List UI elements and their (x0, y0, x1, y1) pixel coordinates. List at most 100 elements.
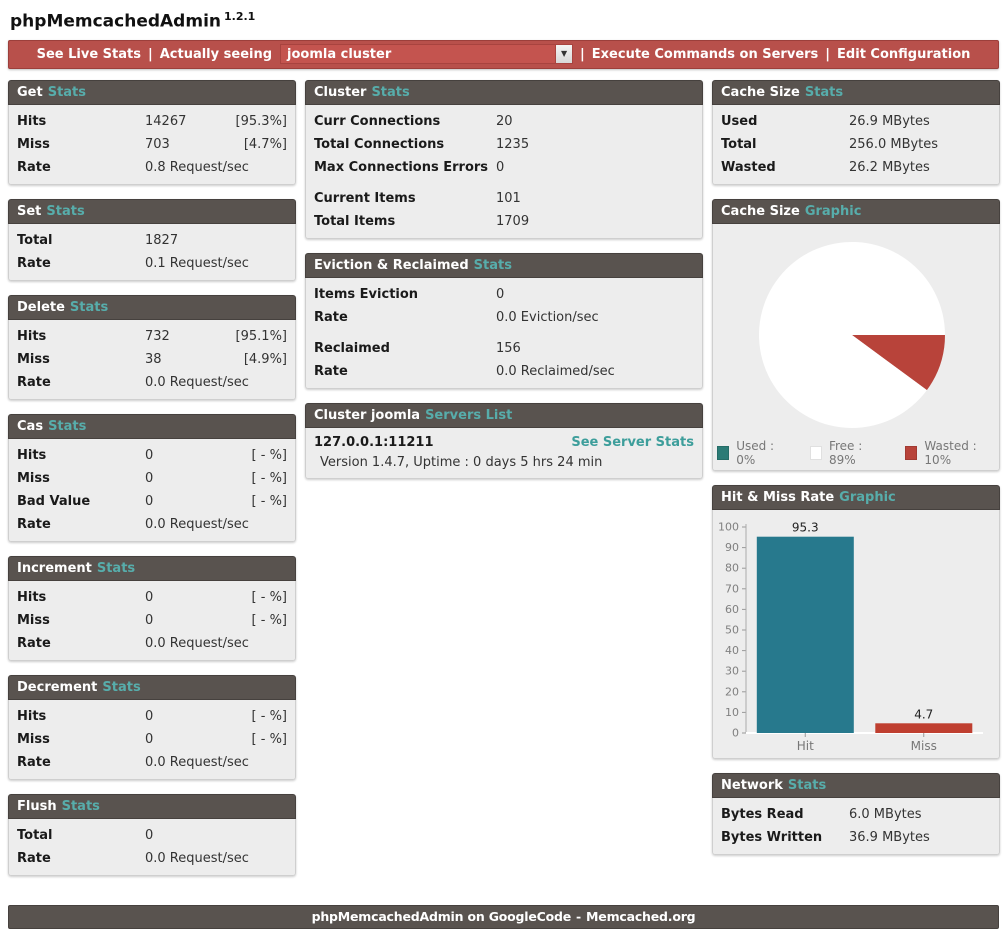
stat-label: Current Items (314, 190, 416, 206)
middle-column: Cluster Stats Curr Connections 20 Total Con… (305, 79, 703, 493)
panel-subtitle: Stats (473, 257, 512, 273)
stat-label: Rate (17, 255, 51, 271)
stat-value: 0 (145, 612, 154, 628)
stat-label: Wasted (721, 159, 776, 175)
panel-subtitle: Stats (371, 84, 410, 100)
stat-value: 1235 (496, 136, 530, 152)
stat-value: 0.0 Request/sec (145, 754, 249, 770)
server-address: 127.0.0.1:11211 (314, 434, 434, 450)
panel-header: Decrement Stats (8, 674, 296, 700)
stat-label: Used (721, 113, 758, 129)
stat-row: Max Connections Errors 0 (314, 156, 694, 179)
panel-header: Hit & Miss Rate Graphic (712, 484, 1000, 510)
svg-text:100: 100 (718, 520, 739, 533)
panel-subtitle: Stats (61, 798, 100, 814)
stat-row: Wasted 26.2 MBytes (721, 156, 991, 179)
stat-pct: [95.3%] (235, 113, 287, 129)
dashboard-columns: Get Stats Hits 14267 [95.3%] Miss 703 [4.7%] Ra… (8, 79, 1000, 890)
stat-value: 156 (496, 340, 521, 356)
group-gap (314, 179, 694, 187)
googlecode-link[interactable]: phpMemcachedAdmin on GoogleCode (311, 909, 572, 925)
right-column: Cache Size Stats Used 26.9 MBytes Total 256.… (712, 79, 1000, 869)
stat-label: Miss (17, 612, 50, 628)
stat-value: 0 (145, 447, 154, 463)
see-server-stats-link[interactable]: See Server Stats (571, 434, 694, 450)
stat-label: Rate (17, 374, 51, 390)
panel-subtitle: Stats (96, 560, 136, 576)
stat-row: Miss 0 [ - %] (17, 467, 287, 490)
legend-item-wasted: Wasted : 10% (905, 439, 995, 467)
chevron-down-icon[interactable]: ▼ (555, 45, 573, 64)
stat-pct: [4.7%] (243, 136, 287, 152)
stat-row: Hits 0 [ - %] (17, 705, 287, 728)
stat-row: Total 1827 (17, 229, 287, 252)
stat-row: Total Connections 1235 (314, 133, 694, 156)
memcached-org-link[interactable]: Memcached.org (586, 909, 696, 925)
stat-pct: [ - %] (251, 731, 287, 747)
stat-label: Rate (17, 516, 51, 532)
panel-delete-stats: Delete Stats Hits 732 [95.1%] Miss 38 [4.9%] Ra… (8, 294, 296, 400)
stat-pct: [ - %] (251, 470, 287, 486)
panel-subtitle: Stats (69, 299, 109, 315)
stat-pct: [ - %] (251, 612, 287, 628)
legend-item-used: Used : 0% (717, 439, 788, 467)
stat-label: Bytes Written (721, 829, 823, 845)
panel-title: Cluster (314, 84, 367, 100)
stat-value: 0.0 Eviction/sec (496, 309, 599, 325)
panel-set-stats: Set Stats Total 1827 Rate 0.1 Request/sec (8, 198, 296, 281)
panel-title: Set (17, 203, 42, 219)
stat-value: 26.2 MBytes (849, 159, 930, 175)
stat-label: Rate (17, 159, 51, 175)
execute-commands-link[interactable]: Execute Commands on Servers (591, 46, 819, 62)
stat-value: 38 (145, 351, 162, 367)
stat-row: Bytes Written 36.9 MBytes (721, 826, 991, 849)
stat-row: Total Items 1709 (314, 210, 694, 233)
stat-row: Rate 0.8 Request/sec (17, 156, 287, 179)
stat-value: 0.0 Request/sec (145, 850, 249, 866)
wasted-swatch-icon (905, 445, 918, 460)
panel-body: 0 10 20 30 40 50 60 70 80 90 100 95.3 Hit 4.7 Miss (712, 509, 1000, 759)
stat-row: Total 0 (17, 824, 287, 847)
stat-row: Hits 0 [ - %] (17, 586, 287, 609)
edit-configuration-link[interactable]: Edit Configuration (837, 46, 971, 62)
svg-text:Hit: Hit (797, 739, 814, 753)
cluster-select[interactable]: joomla cluster ▼ (280, 44, 574, 65)
panel-title: Cache Size (721, 203, 800, 219)
svg-text:70: 70 (725, 582, 739, 595)
panel-header: Eviction & Reclaimed Stats (305, 252, 703, 278)
stat-label: Hits (17, 447, 47, 463)
stat-row: Hits 732 [95.1%] (17, 325, 287, 348)
cache-size-pie-chart (759, 241, 945, 428)
stat-label: Total (721, 136, 757, 152)
stat-row: Rate 0.0 Request/sec (17, 632, 287, 655)
panel-body: Total 0 Rate 0.0 Request/sec (8, 818, 296, 876)
legend-label: Wasted : 10% (924, 438, 977, 467)
panel-body: Items Eviction 0 Rate 0.0 Eviction/sec Recl… (305, 277, 703, 389)
nav-separator: | (147, 46, 153, 62)
svg-text:90: 90 (725, 541, 739, 554)
stat-row: Used 26.9 MBytes (721, 110, 991, 133)
stat-label: Hits (17, 113, 47, 129)
stat-value: 0 (145, 708, 154, 724)
panel-hit-miss-graphic: Hit & Miss Rate Graphic 0 10 20 30 40 50 60 70 80… (712, 484, 1000, 759)
stat-row: Miss 0 [ - %] (17, 609, 287, 632)
stat-label: Miss (17, 470, 50, 486)
panel-title: Delete (17, 299, 65, 315)
see-live-stats-link[interactable]: See Live Stats (36, 46, 141, 62)
panel-title: Get (17, 84, 43, 100)
stat-label: Items Eviction (314, 286, 419, 302)
panel-header: Cache Size Graphic (712, 198, 1000, 224)
stat-value: 0 (145, 493, 154, 509)
legend-label: Used : 0% (736, 438, 775, 467)
stat-pct: [95.1%] (235, 328, 287, 344)
top-navbar: See Live Stats | Actually seeing joomla … (8, 39, 999, 69)
panel-header: Cache Size Stats (712, 79, 1000, 105)
stat-value: 703 (145, 136, 170, 152)
panel-eviction-reclaimed-stats: Eviction & Reclaimed Stats Items Eviction… (305, 252, 703, 389)
panel-header: Network Stats (712, 772, 1000, 798)
panel-subtitle: Stats (48, 418, 87, 434)
pie-legend: Used : 0% Free : 89% Wasted : 10% (717, 439, 995, 467)
panel-servers-list: Cluster joomla Servers List 127.0.0.1:112… (305, 402, 703, 479)
panel-body: Hits 0 [ - %] Miss 0 [ - %] Bad Value 0 [ - %] Ra… (8, 438, 296, 542)
stat-label: Miss (17, 136, 50, 152)
